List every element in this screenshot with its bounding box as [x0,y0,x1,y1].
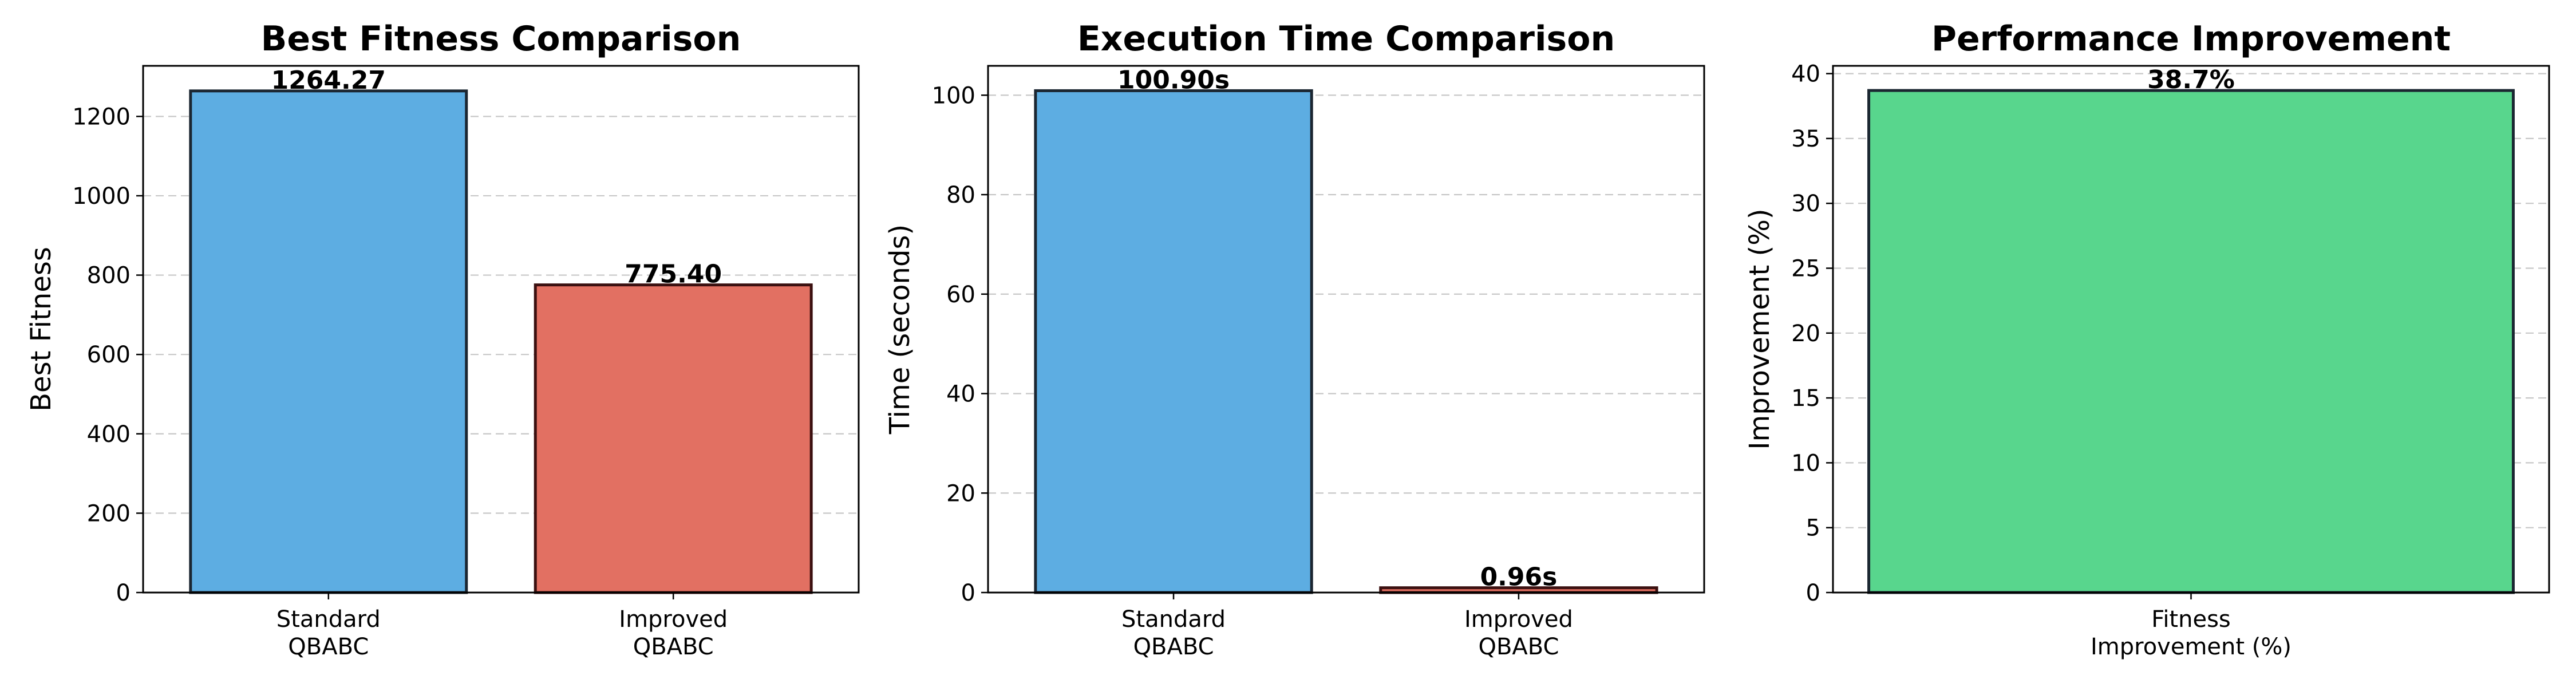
performance-improvement-ytick-label-8: 40 [1791,61,1820,88]
execution-time-xtick-label-0-0: Standard [1121,606,1226,633]
performance-improvement-ylabel: Improvement (%) [1744,208,1776,449]
panel-execution-time: 100.90sStandardQBABC0.96sImprovedQBABC02… [884,19,1705,660]
execution-time-bar-0 [1034,89,1313,594]
performance-improvement-ytick-label-7: 35 [1791,126,1820,152]
best-fitness-xtick-label-0-1: QBABC [288,634,369,660]
best-fitness-title: Best Fitness Comparison [261,19,741,59]
performance-improvement-xtick-label-0-0: Fitness [2151,606,2231,633]
best-fitness-ytick-label-5: 1000 [72,183,131,210]
execution-time-xtick-label-1-0: Improved [1464,606,1573,633]
performance-improvement-ytick-label-1: 5 [1806,515,1820,542]
execution-time-title: Execution Time Comparison [1077,19,1615,59]
execution-time-ytick-label-1: 20 [946,480,975,507]
performance-improvement-bar-0 [1867,89,2515,594]
execution-time-ylabel: Time (seconds) [884,224,916,435]
performance-improvement-title: Performance Improvement [1931,19,2451,59]
best-fitness-bar-1 [534,283,813,594]
performance-improvement-ytick-label-0: 0 [1806,580,1820,606]
best-fitness-xtick-label-1-1: QBABC [633,634,714,660]
execution-time-ytick-label-5: 100 [932,82,975,109]
performance-improvement-ytick-label-2: 10 [1791,450,1820,476]
performance-improvement-ytick-label-3: 15 [1791,385,1820,412]
best-fitness-ytick-label-2: 400 [87,421,131,448]
best-fitness-xtick-label-0-0: Standard [276,606,381,633]
execution-time-data-label-1: 0.96s [1480,563,1558,592]
execution-time-data-label-0: 100.90s [1117,65,1230,94]
execution-time-ytick-label-2: 40 [946,381,975,408]
panel-best-fitness: 1264.27StandardQBABC775.40ImprovedQBABC0… [25,19,860,660]
best-fitness-ytick-label-3: 600 [87,342,131,368]
best-fitness-xtick-label-1-0: Improved [619,606,728,633]
execution-time-axes-frame [987,65,1705,594]
performance-improvement-ytick-label-5: 25 [1791,255,1820,282]
performance-improvement-axes-frame [1832,65,2550,594]
best-fitness-ytick-label-4: 800 [87,263,131,289]
execution-time-ytick-label-4: 80 [946,182,975,208]
best-fitness-ylabel: Best Fitness [25,247,57,412]
best-fitness-data-label-1: 775.40 [625,260,722,289]
performance-improvement-ytick-label-4: 20 [1791,321,1820,347]
execution-time-xtick-label-1-1: QBABC [1478,634,1559,660]
best-fitness-axes-frame [142,65,860,594]
performance-improvement-ytick-label-6: 30 [1791,191,1820,217]
performance-improvement-data-label-0: 38.7% [2147,65,2235,94]
best-fitness-bar-0 [189,89,468,594]
best-fitness-data-label-0: 1264.27 [271,66,386,95]
execution-time-xtick-label-0-1: QBABC [1133,634,1214,660]
best-fitness-ytick-label-1: 200 [87,500,131,527]
execution-time-ytick-label-3: 60 [946,282,975,308]
best-fitness-ytick-label-6: 1200 [72,104,131,130]
best-fitness-ytick-label-0: 0 [116,580,131,606]
performance-improvement-xtick-label-0-1: Improvement (%) [2091,634,2291,660]
execution-time-ytick-label-0: 0 [961,580,975,606]
